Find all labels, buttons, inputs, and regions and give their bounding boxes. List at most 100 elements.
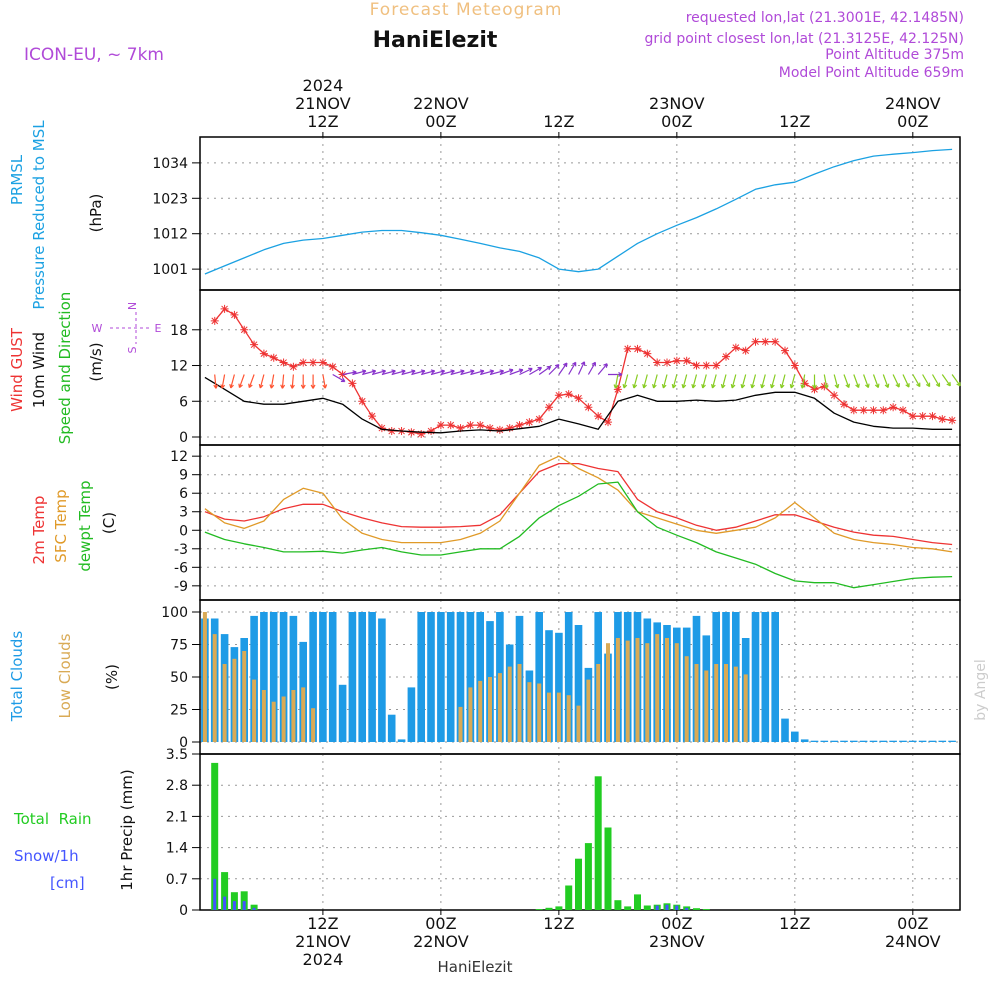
rain-bar [575, 858, 582, 910]
rain-bar [211, 762, 219, 910]
wind-arrow [509, 368, 524, 376]
wind-arrow [931, 374, 941, 388]
gust-marker [486, 424, 495, 433]
total-cloud-bar [309, 612, 317, 742]
low-cloud-bar [537, 683, 542, 742]
rain-bar [545, 907, 553, 910]
gust-marker [869, 406, 878, 415]
wind-arrow [652, 374, 658, 389]
gust-marker [574, 394, 583, 403]
gust-marker [731, 343, 740, 352]
gust-marker [908, 412, 917, 421]
total-cloud-bar [358, 612, 366, 742]
wind-arrow [833, 374, 840, 389]
gridpoint-coords: grid point closest lon,lat (21.3125E, 42… [644, 31, 964, 47]
low-cloud-bar [704, 670, 709, 742]
gust-marker [476, 421, 485, 430]
wind-arrow [300, 374, 306, 389]
wind-arrow [941, 374, 951, 387]
total-cloud-bar [289, 615, 298, 742]
total-cloud-bar [771, 612, 779, 742]
rain-bar [240, 891, 248, 910]
low-cloud-bar [547, 692, 551, 742]
wind-arrow [642, 374, 648, 389]
gust-marker [682, 356, 691, 365]
rain-bar [565, 885, 573, 910]
total-cloud-bar [879, 740, 888, 742]
gust-marker [446, 421, 455, 430]
low-cloud-bar [311, 708, 316, 742]
total-cloud-bar [840, 740, 848, 742]
bottom-time-label: 21NOV [295, 932, 351, 951]
gust-marker [663, 358, 672, 367]
total-cloud-bar [378, 618, 386, 742]
wind-arrow [238, 374, 245, 389]
y-tick-label: 6 [179, 486, 188, 502]
snow-unit-label: [cm] [50, 874, 85, 892]
low-cloud-bar [625, 640, 630, 742]
bottom-time-label: 2024 [303, 950, 344, 969]
wind-arrow [229, 374, 235, 389]
total-cloud-bar [869, 740, 878, 742]
low-cloud-bar [517, 664, 522, 742]
wind-arrow [450, 369, 465, 376]
wind-arrow [430, 369, 446, 376]
gust-marker [250, 340, 259, 349]
wind-label: 10m Wind [30, 332, 48, 408]
wind-arrow [882, 374, 890, 389]
gust-marker [643, 349, 652, 358]
gust-marker [387, 427, 396, 436]
gust-marker [466, 421, 475, 430]
gust-marker [761, 337, 770, 346]
wind-arrow [922, 374, 931, 388]
total-cloud-bar [938, 740, 947, 742]
gust-marker [584, 403, 593, 412]
low-cloud-bar [242, 651, 247, 742]
snow-bar [252, 907, 256, 910]
product-title: Forecast Meteogram [370, 0, 563, 20]
y-tick-label: 6 [179, 394, 188, 410]
total-cloud-bar [269, 612, 278, 742]
wind-arrow [290, 374, 295, 389]
snow-bar [232, 901, 236, 910]
gust-marker [633, 344, 642, 353]
rain-bar [555, 906, 563, 910]
top-time-label: 00Z [661, 112, 692, 131]
total-cloud-bar [555, 632, 563, 742]
y-tick-label: 12 [170, 449, 188, 465]
total-cloud-bar [810, 740, 819, 742]
wind-unit: (m/s) [87, 342, 105, 381]
total-cloud-bar [387, 714, 396, 742]
wind-arrow [460, 369, 475, 376]
y-tick-label: 18 [170, 323, 188, 339]
y-tick-label: 9 [179, 468, 188, 484]
precip-axis-label: 1hr Precip (mm) [118, 769, 136, 890]
total-cloud-bar [446, 612, 455, 742]
top-time-label: 2024 [303, 76, 344, 95]
gust-marker [358, 397, 367, 406]
dewpt-line [204, 481, 953, 589]
y-tick-label: 0 [179, 735, 188, 751]
compass-w: W [92, 322, 103, 335]
wind-arrow [720, 374, 727, 389]
total-cloud-bar [574, 625, 583, 742]
gust-marker [535, 415, 544, 424]
gust-marker [564, 390, 573, 399]
wind-arrow [789, 374, 796, 389]
low-clouds-label: Low Clouds [56, 633, 74, 718]
rain-bar [643, 905, 651, 910]
wind-arrow [310, 374, 316, 389]
y-tick-label: 1034 [152, 156, 188, 172]
wind-arrow [220, 374, 226, 389]
wind-arrow [401, 369, 416, 376]
wind-arrow [440, 369, 455, 376]
wind-dir-label: Speed and Direction [56, 292, 74, 445]
total-cloud-bar [427, 612, 435, 742]
low-cloud-bar [212, 634, 217, 742]
y-tick-label: -3 [174, 542, 188, 558]
rain-bar [250, 904, 258, 910]
low-cloud-bar [733, 666, 738, 742]
wind-arrow [381, 369, 396, 376]
rain-bar [584, 843, 592, 910]
